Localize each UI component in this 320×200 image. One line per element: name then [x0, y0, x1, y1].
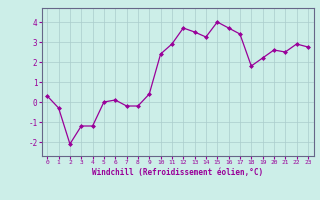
X-axis label: Windchill (Refroidissement éolien,°C): Windchill (Refroidissement éolien,°C) [92, 168, 263, 177]
